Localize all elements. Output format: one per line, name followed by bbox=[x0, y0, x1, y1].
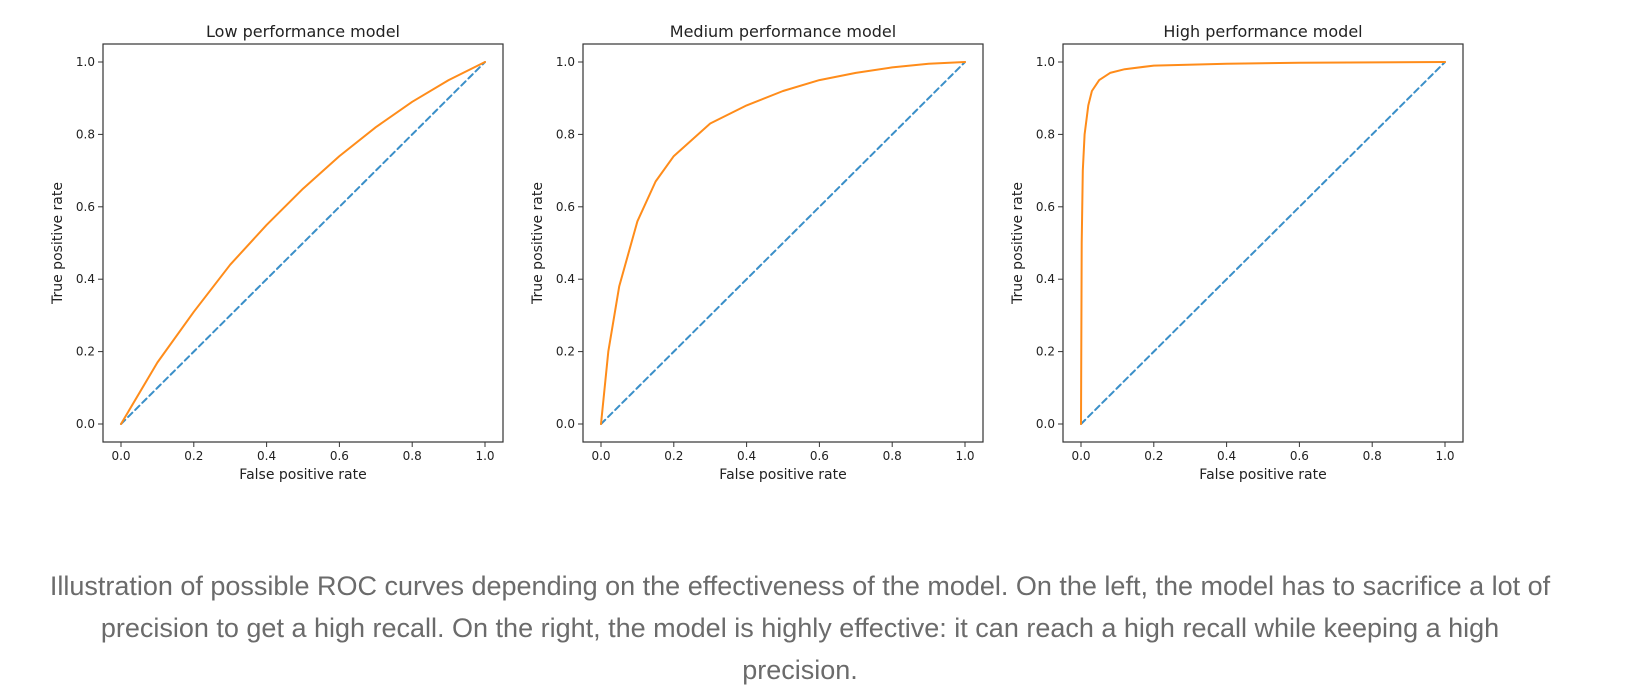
x-tick-label: 1.0 bbox=[1435, 449, 1454, 463]
y-tick-label: 0.0 bbox=[1036, 417, 1055, 431]
y-tick-label: 0.8 bbox=[76, 127, 95, 141]
x-tick-label: 0.2 bbox=[1144, 449, 1163, 463]
x-tick-label: 0.2 bbox=[184, 449, 203, 463]
y-axis-label: True positive rate bbox=[50, 182, 66, 305]
chance-diagonal-line bbox=[1080, 61, 1446, 425]
chart-panel-2: Medium performance model 0.0 0.2 0.4 0.6 0.8 1… bbox=[530, 22, 984, 483]
axes-frame bbox=[1062, 43, 1464, 443]
x-tick-label: 0.0 bbox=[591, 449, 610, 463]
chart-panel-3: High performance model 0.0 0.2 0.4 0.6 0.8 1.0… bbox=[1010, 22, 1464, 483]
x-tick-label: 1.0 bbox=[475, 449, 494, 463]
y-tick-label: 1.0 bbox=[556, 55, 575, 69]
x-tick-label: 0.6 bbox=[1290, 449, 1309, 463]
y-tick-label: 0.4 bbox=[76, 272, 95, 286]
x-tick-label: 1.0 bbox=[955, 449, 974, 463]
y-tick-label: 0.0 bbox=[556, 417, 575, 431]
chart-title: Low performance model bbox=[206, 22, 400, 41]
x-tick-label: 0.4 bbox=[1217, 449, 1236, 463]
y-axis-label: True positive rate bbox=[530, 182, 546, 305]
x-tick-label: 0.2 bbox=[664, 449, 683, 463]
y-axis-label: True positive rate bbox=[1010, 182, 1026, 305]
y-tick-label: 0.4 bbox=[1036, 272, 1055, 286]
y-tick-label: 0.4 bbox=[556, 272, 575, 286]
y-tick-label: 0.8 bbox=[1036, 127, 1055, 141]
x-tick-label: 0.6 bbox=[810, 449, 829, 463]
chance-diagonal-line bbox=[600, 61, 966, 425]
chart-title: High performance model bbox=[1163, 22, 1362, 41]
x-tick-label: 0.8 bbox=[1363, 449, 1382, 463]
y-tick-label: 1.0 bbox=[1036, 55, 1055, 69]
chance-diagonal-line bbox=[120, 61, 486, 425]
roc-charts-figure: Low performance model 0.0 0.2 0.4 0.6 0.8 1.0 0… bbox=[50, 22, 1464, 483]
y-tick-label: 0.2 bbox=[1036, 345, 1055, 359]
x-axis-label: False positive rate bbox=[719, 467, 846, 483]
x-tick-label: 0.4 bbox=[737, 449, 756, 463]
axes-frame bbox=[582, 43, 984, 443]
axes-frame bbox=[102, 43, 504, 443]
x-tick-label: 0.6 bbox=[330, 449, 349, 463]
x-tick-label: 0.4 bbox=[257, 449, 276, 463]
x-tick-label: 0.0 bbox=[1071, 449, 1090, 463]
y-tick-label: 0.6 bbox=[556, 200, 575, 214]
chart-title: Medium performance model bbox=[670, 22, 896, 41]
x-tick-label: 0.8 bbox=[883, 449, 902, 463]
y-tick-label: 0.0 bbox=[76, 417, 95, 431]
y-tick-label: 1.0 bbox=[76, 55, 95, 69]
x-axis-label: False positive rate bbox=[1199, 467, 1326, 483]
roc-curve-line bbox=[600, 61, 966, 425]
y-tick-label: 0.2 bbox=[76, 345, 95, 359]
figure-caption: Illustration of possible ROC curves depe… bbox=[49, 571, 1551, 685]
chart-panel-1: Low performance model 0.0 0.2 0.4 0.6 0.8 1.0 0… bbox=[50, 22, 504, 483]
y-tick-label: 0.6 bbox=[76, 200, 95, 214]
roc-curve-line bbox=[120, 61, 486, 425]
roc-charts-svg: Low performance model 0.0 0.2 0.4 0.6 0.8 1.0 0… bbox=[50, 22, 1464, 483]
y-tick-label: 0.8 bbox=[556, 127, 575, 141]
y-tick-label: 0.6 bbox=[1036, 200, 1055, 214]
x-tick-label: 0.0 bbox=[111, 449, 130, 463]
roc-curve-line bbox=[1080, 61, 1446, 425]
y-tick-label: 0.2 bbox=[556, 345, 575, 359]
x-tick-label: 0.8 bbox=[403, 449, 422, 463]
x-axis-label: False positive rate bbox=[239, 467, 366, 483]
